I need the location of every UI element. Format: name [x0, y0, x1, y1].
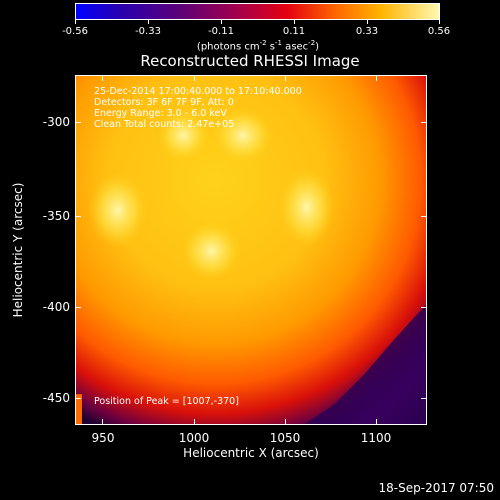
colorbar: [75, 3, 440, 20]
annotation-detectors: Detectors: 3F 6F 7F 9F, Att: 0: [94, 97, 234, 108]
colorbar-tick: [367, 20, 368, 24]
y-tick: [421, 307, 427, 308]
x-tick: [194, 419, 195, 425]
y-tick: [421, 122, 427, 123]
y-tick-label: -350: [42, 209, 70, 223]
x-axis-label: Heliocentric X (arcsec): [183, 446, 319, 460]
y-tick: [421, 398, 427, 399]
colorbar-tick: [148, 20, 149, 24]
annotation-time-range: 25-Dec-2014 17:00:40.000 to 17:10:40.000: [94, 86, 302, 97]
annotation-energy-range: Energy Range: 3.0 - 6.0 keV: [94, 108, 227, 119]
colorbar-tick: [439, 20, 440, 24]
x-tick: [285, 419, 286, 425]
y-tick: [75, 398, 81, 399]
x-tick-label: 950: [91, 431, 115, 445]
colorbar-tick-label: -0.33: [135, 26, 161, 37]
annotation-total-counts: Clean Total counts: 2.47e+05: [94, 119, 235, 130]
y-tick: [75, 122, 81, 123]
y-tick-label: -450: [42, 391, 70, 405]
x-tick: [194, 75, 195, 81]
x-tick: [285, 75, 286, 81]
colorbar-units: (photons cm-2 s-1 asec-2): [196, 39, 320, 53]
x-tick-label: 1050: [269, 431, 301, 445]
y-tick: [421, 216, 427, 217]
colorbar-tick: [75, 20, 76, 24]
colorbar-tick-label: 0.11: [282, 26, 306, 37]
x-tick: [376, 75, 377, 81]
timestamp-footer: 18-Sep-2017 07:50: [378, 481, 494, 495]
colorbar-tick: [221, 20, 222, 24]
y-tick: [75, 216, 81, 217]
y-tick: [75, 307, 81, 308]
plot-title: Reconstructed RHESSI Image: [140, 52, 360, 70]
x-tick-label: 1100: [360, 431, 392, 445]
solar-image: [76, 76, 426, 424]
colorbar-tick-label: -0.56: [62, 26, 88, 37]
x-tick-label: 1000: [178, 431, 210, 445]
x-tick: [102, 75, 103, 81]
colorbar-tick: [294, 20, 295, 24]
y-axis-label: Heliocentric Y (arcsec): [11, 182, 25, 318]
image-plot: 25-Dec-2014 17:00:40.000 to 17:10:40.000…: [75, 75, 427, 425]
y-tick-label: -300: [42, 115, 70, 129]
x-tick: [376, 419, 377, 425]
colorbar-tick-label: 0.56: [427, 26, 451, 37]
colorbar-tick-label: 0.33: [355, 26, 379, 37]
annotation-peak-position: Position of Peak = [1007,-370]: [94, 396, 239, 407]
y-tick-label: -400: [42, 300, 70, 314]
x-tick: [102, 419, 103, 425]
colorbar-tick-label: -0.11: [208, 26, 234, 37]
